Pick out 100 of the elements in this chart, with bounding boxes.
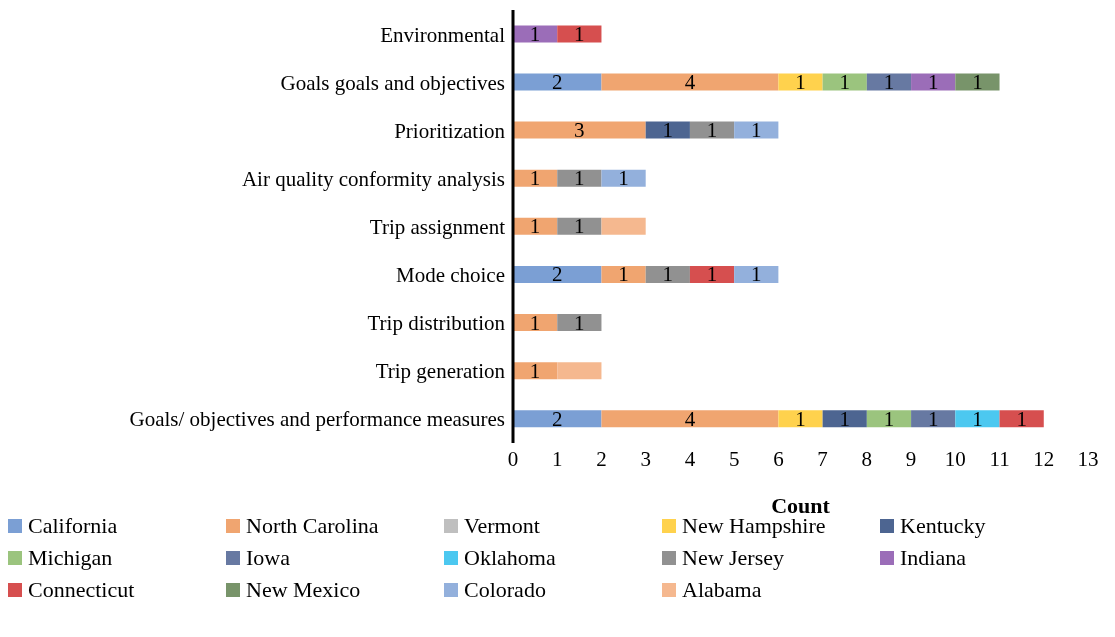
x-tick-label: 12 — [1033, 446, 1055, 471]
bar — [557, 217, 602, 235]
data-label: 2 — [551, 70, 563, 95]
y-tick-label: Goals goals and objectives — [280, 70, 505, 95]
data-label: 1 — [662, 262, 674, 287]
data-label: 1 — [706, 262, 718, 287]
data-label: 1 — [529, 310, 541, 335]
x-tick-label: 0 — [507, 446, 519, 471]
y-tick-label: Trip distribution — [367, 311, 506, 336]
data-label: 1 — [883, 406, 895, 431]
y-tick-label: Goals/ objectives and performance measures — [129, 407, 505, 432]
data-label: 3 — [574, 118, 585, 143]
legend-label: Oklahoma — [464, 545, 556, 571]
bar — [513, 73, 602, 91]
bar — [601, 217, 646, 235]
bar — [645, 265, 690, 283]
bar — [734, 121, 779, 139]
x-tick-label: 5 — [728, 446, 740, 471]
data-label: 1 — [574, 21, 585, 46]
bar — [645, 121, 690, 139]
bar — [689, 121, 735, 139]
bar — [557, 314, 602, 332]
y-tick-label: Trip assignment — [369, 214, 506, 239]
data-label: 2 — [551, 262, 563, 287]
legend-label: Connecticut — [28, 577, 135, 603]
bar — [557, 169, 602, 187]
bar — [689, 265, 735, 283]
bar — [955, 410, 1000, 428]
legend-label: Alabama — [682, 577, 762, 603]
data-label: 1 — [927, 70, 939, 95]
legend-label: Colorado — [464, 577, 546, 603]
bar — [866, 73, 912, 91]
x-tick-label: 13 — [1077, 446, 1099, 471]
legend-label: Vermont — [464, 513, 540, 539]
bar — [734, 265, 779, 283]
data-label: 1 — [795, 406, 806, 431]
bar — [513, 265, 602, 283]
x-tick-label: 8 — [861, 446, 873, 471]
bar — [955, 73, 1000, 91]
x-tick-label: 7 — [817, 446, 828, 471]
data-label: 1 — [883, 70, 895, 95]
bar — [778, 410, 823, 428]
data-label: 1 — [795, 70, 806, 95]
bar — [911, 73, 956, 91]
bar — [601, 265, 646, 283]
bar — [601, 73, 779, 91]
data-label: 1 — [574, 166, 585, 191]
data-label: 4 — [684, 70, 696, 95]
data-label: 1 — [972, 406, 983, 431]
data-label: 1 — [529, 166, 541, 191]
x-tick-label: 9 — [905, 446, 917, 471]
bar — [557, 25, 602, 43]
data-label: 4 — [684, 406, 696, 431]
data-label: 2 — [551, 406, 563, 431]
bar — [557, 362, 602, 380]
data-label: 1 — [529, 21, 541, 46]
data-label: 1 — [839, 70, 850, 95]
data-label: 1 — [706, 118, 718, 143]
bar — [822, 410, 867, 428]
bar — [778, 73, 823, 91]
y-tick-label: Prioritization — [394, 118, 506, 143]
y-tick-label: Air quality conformity analysis — [241, 166, 505, 191]
data-label: 1 — [927, 406, 939, 431]
bar — [866, 410, 912, 428]
bar — [601, 410, 779, 428]
legend-label: Kentucky — [900, 513, 986, 539]
data-label: 1 — [839, 406, 850, 431]
bar — [822, 73, 867, 91]
x-tick-label: 6 — [773, 446, 784, 471]
bar — [513, 121, 646, 139]
data-label: 1 — [574, 214, 585, 239]
y-tick-label: Trip generation — [375, 359, 506, 384]
data-label: 1 — [972, 70, 983, 95]
data-label: 1 — [751, 262, 762, 287]
bar — [999, 410, 1044, 428]
y-tick-label: Mode choice — [395, 263, 505, 288]
data-label: 1 — [529, 358, 541, 383]
legend-label: Michigan — [28, 545, 113, 571]
data-label: 1 — [618, 262, 629, 287]
x-tick-label: 2 — [596, 446, 607, 471]
legend-label: New Jersey — [682, 545, 785, 571]
x-tick-label: 1 — [551, 446, 563, 471]
data-label: 1 — [574, 310, 585, 335]
bar — [513, 410, 602, 428]
x-tick-label: 4 — [684, 446, 696, 471]
legend-label: California — [28, 513, 118, 539]
x-tick-label: 3 — [640, 446, 651, 471]
data-label: 1 — [662, 118, 674, 143]
data-label: 1 — [751, 118, 762, 143]
x-tick-label: 11 — [989, 446, 1010, 471]
bar — [911, 410, 956, 428]
x-tick-label: 10 — [944, 446, 966, 471]
legend-label: Iowa — [246, 545, 290, 571]
data-label: 1 — [529, 214, 541, 239]
legend-label: Indiana — [900, 545, 966, 571]
bar — [601, 169, 646, 187]
legend-label: North Carolina — [246, 513, 379, 539]
data-label: 1 — [618, 166, 629, 191]
y-tick-label: Environmental — [380, 22, 506, 47]
data-label: 1 — [1016, 406, 1027, 431]
